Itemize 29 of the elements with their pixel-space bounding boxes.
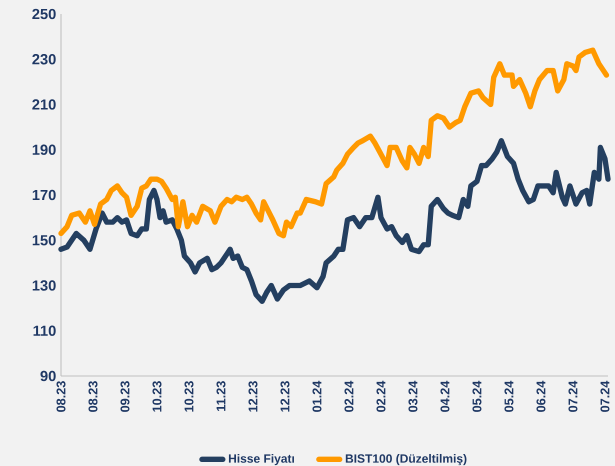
y-tick-label: 190 [32,144,56,155]
y-tick-label: 210 [32,99,56,110]
y-tick-label: 150 [32,235,56,246]
y-tick-label: 170 [32,190,56,200]
x-tick-label: 10.23 [184,381,194,412]
x-tick-label: 05.24 [472,380,482,412]
y-tick-label: 130 [32,280,56,291]
y-tick-label: 110 [34,326,56,336]
x-tick-label: 03.24 [408,380,418,412]
y-tick-label: 230 [32,54,56,64]
legend-label: BIST100 (Düzeltilmiş) [346,454,466,466]
x-tick-label: 05.24 [504,380,514,412]
x-tick-label: 12.23 [280,381,290,412]
legend-label: Hisse Fiyatı [228,454,294,466]
x-tick-label: 01.24 [312,380,322,412]
x-tick-label: 02.24 [376,380,386,412]
x-tick-label: 02.24 [344,380,354,412]
x-tick-label: 06.24 [536,380,546,412]
x-tick-label: 12.23 [248,381,258,412]
x-tick-label: 11.23 [216,381,226,411]
x-tick-label: 09.23 [120,381,130,412]
x-tick-label: 08.23 [56,381,66,412]
x-tick-label: 04.24 [440,380,450,412]
x-tick-label: 07.24 [568,380,578,412]
y-tick-label: 250 [32,8,56,20]
y-tick-label: 90 [40,370,56,382]
x-tick-label: 07.24 [600,380,610,412]
x-tick-label: 10.23 [152,381,162,412]
x-tick-label: 08.23 [88,381,98,412]
